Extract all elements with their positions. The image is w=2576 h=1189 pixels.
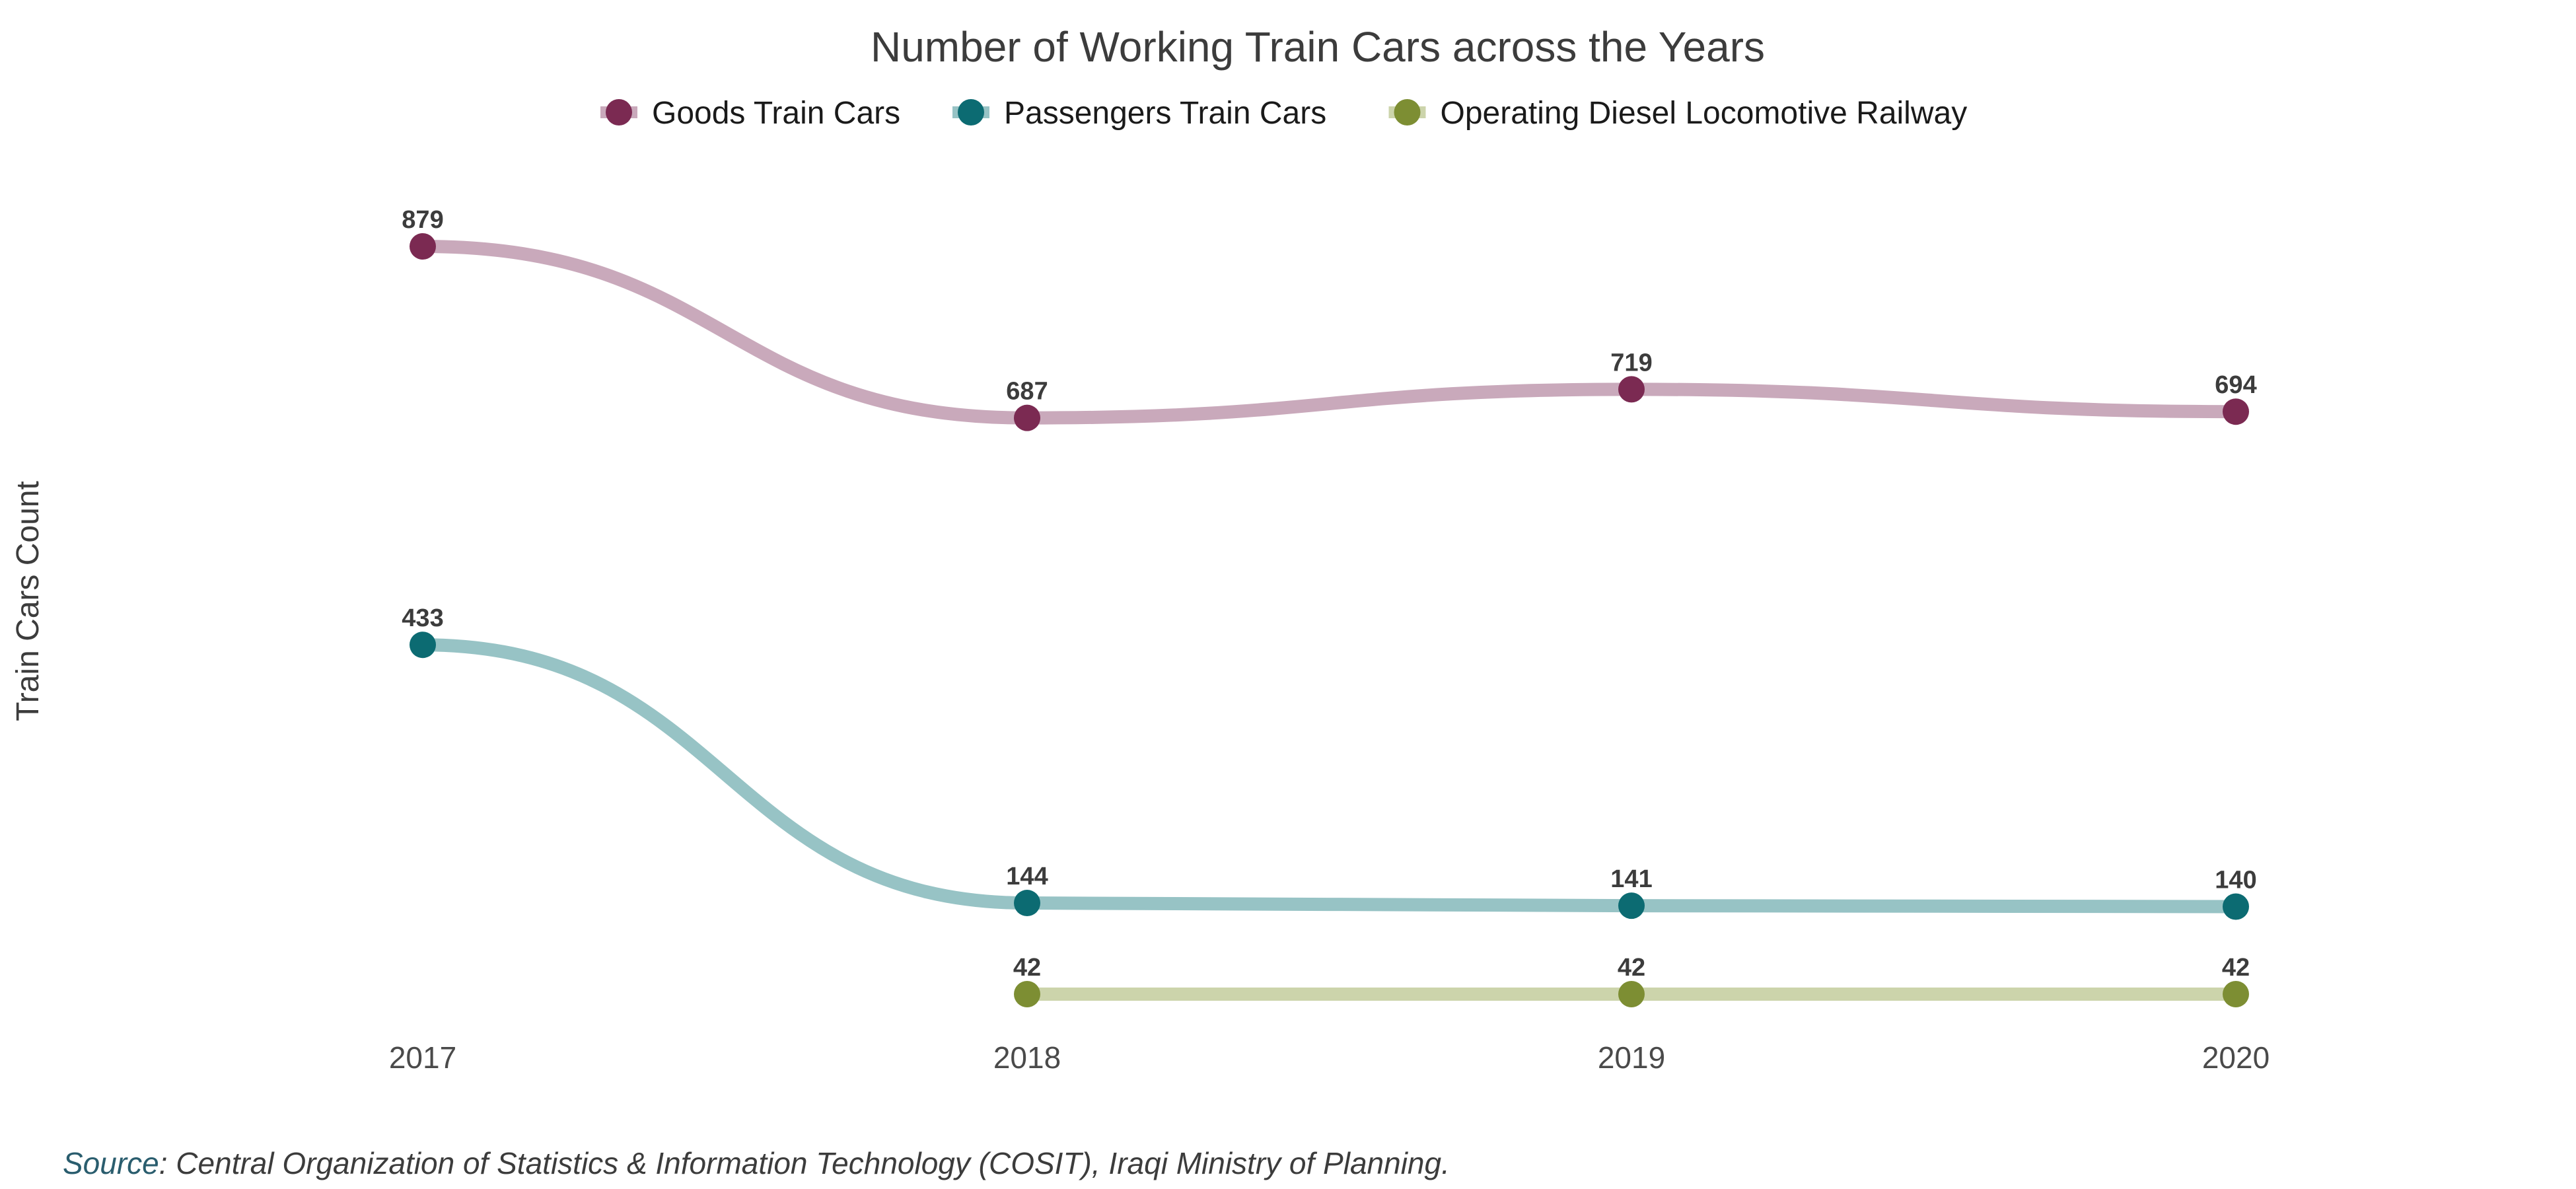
- x-tick-2019: 2019: [1598, 1040, 1665, 1075]
- legend-label-passengers-train-cars: Passengers Train Cars: [1004, 96, 1326, 131]
- point-operating-diesel-locomotive-railway-2020: [2223, 981, 2249, 1007]
- x-tick-2017: 2017: [389, 1040, 456, 1075]
- source-text: : Central Organization of Statistics & I…: [159, 1146, 1450, 1180]
- point-goods-train-cars-2018: [1014, 404, 1040, 431]
- series-layer: 879 687 719 694 433 144 141 140 42 42 42: [402, 206, 2257, 1007]
- source-note: Source: Central Organization of Statisti…: [63, 1146, 1450, 1180]
- data-label-operating-diesel-locomotive-railway-2019: 42: [1618, 954, 1645, 982]
- legend-label-goods-train-cars: Goods Train Cars: [652, 96, 900, 131]
- point-goods-train-cars-2020: [2223, 398, 2249, 425]
- point-goods-train-cars-2017: [410, 233, 436, 260]
- legend-label-operating-diesel-locomotive-railway: Operating Diesel Locomotive Railway: [1441, 96, 1968, 131]
- legend-item-operating-diesel-locomotive-railway: Operating Diesel Locomotive Railway: [1388, 96, 1968, 131]
- series-goods-train-cars: 879 687 719 694: [402, 206, 2257, 431]
- line-passengers-train-cars: [416, 638, 2242, 914]
- y-axis-label: Train Cars Count: [11, 481, 46, 721]
- data-label-goods-train-cars-2018: 687: [1006, 378, 1048, 406]
- source-prefix: Source: [63, 1146, 159, 1180]
- data-label-goods-train-cars-2020: 694: [2215, 371, 2256, 399]
- point-passengers-train-cars-2020: [2223, 893, 2249, 920]
- x-tick-2018: 2018: [993, 1040, 1061, 1075]
- data-label-operating-diesel-locomotive-railway-2018: 42: [1013, 954, 1041, 982]
- point-passengers-train-cars-2017: [410, 631, 436, 659]
- x-axis-ticks: 2017 2018 2019 2020: [389, 1040, 2270, 1075]
- chart-title: Number of Working Train Cars across the …: [871, 23, 1765, 71]
- x-tick-2020: 2020: [2202, 1040, 2270, 1075]
- data-label-passengers-train-cars-2017: 433: [402, 604, 443, 632]
- point-passengers-train-cars-2019: [1618, 892, 1645, 919]
- data-label-goods-train-cars-2017: 879: [402, 206, 443, 234]
- point-passengers-train-cars-2018: [1014, 890, 1040, 917]
- legend-item-passengers-train-cars: Passengers Train Cars: [952, 96, 1326, 131]
- legend: Goods Train Cars Passengers Train Cars Ope…: [600, 96, 1967, 131]
- point-operating-diesel-locomotive-railway-2019: [1618, 981, 1645, 1007]
- point-operating-diesel-locomotive-railway-2018: [1014, 981, 1040, 1007]
- legend-item-goods-train-cars: Goods Train Cars: [600, 96, 900, 131]
- data-label-goods-train-cars-2019: 719: [1610, 349, 1652, 377]
- data-label-passengers-train-cars-2020: 140: [2215, 866, 2256, 894]
- data-label-passengers-train-cars-2019: 141: [1610, 865, 1652, 893]
- legend-marker-passengers-train-cars: [958, 99, 984, 126]
- point-goods-train-cars-2019: [1618, 376, 1645, 403]
- series-operating-diesel-locomotive-railway: 42 42 42: [1013, 954, 2250, 1007]
- data-label-passengers-train-cars-2018: 144: [1006, 863, 1048, 890]
- data-label-operating-diesel-locomotive-railway-2020: 42: [2222, 954, 2250, 982]
- line-goods-train-cars: [416, 240, 2242, 425]
- series-passengers-train-cars: 433 144 141 140: [402, 604, 2257, 920]
- legend-marker-goods-train-cars: [606, 99, 632, 126]
- legend-marker-operating-diesel-locomotive-railway: [1394, 99, 1421, 126]
